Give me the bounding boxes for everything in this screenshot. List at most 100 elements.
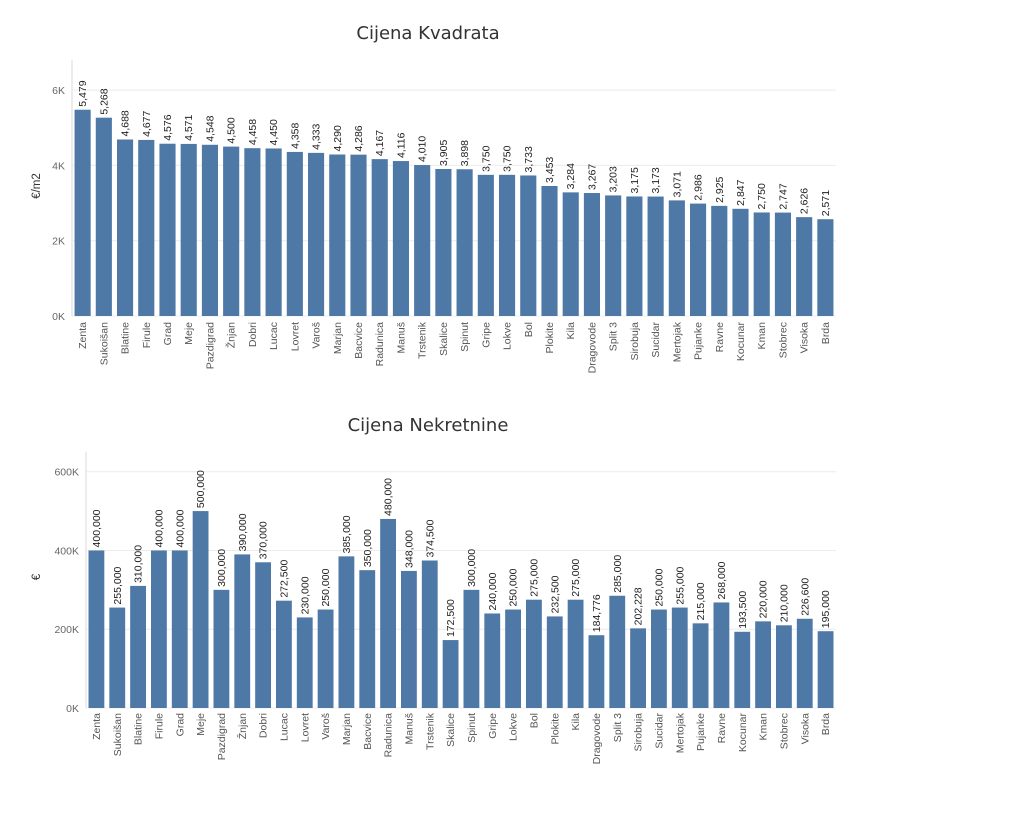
bar <box>796 618 813 708</box>
x-tick-labels: Zenta Sukoišan Blatine Firule Grad Meje Pazdig… <box>77 321 832 373</box>
x-tick-label: Spinut <box>459 322 471 352</box>
bar <box>213 589 230 708</box>
x-tick-label: Pazdigrad <box>204 322 216 369</box>
data-label: 4,333 <box>311 123 323 149</box>
data-label: 285,000 <box>612 555 624 593</box>
bar <box>692 623 709 708</box>
data-label: 3,453 <box>544 157 556 183</box>
bar <box>74 109 91 316</box>
x-tick-label: Lucac <box>268 322 280 350</box>
data-label: 4,576 <box>162 114 174 140</box>
data-label: 4,167 <box>374 130 386 156</box>
data-label: 250,000 <box>653 568 665 606</box>
data-label: 3,173 <box>650 167 662 193</box>
bar <box>151 550 167 708</box>
data-labels: 400,000 255,000 310,000 400,000 400,000 500,0… <box>91 470 832 637</box>
data-label: 374,500 <box>424 519 436 557</box>
data-label: 4,358 <box>289 122 301 148</box>
bar <box>180 143 197 316</box>
x-tick-label: Sirobuja <box>633 713 645 752</box>
x-tick-label: Kman <box>756 322 768 350</box>
x-tick-label: Split 3 <box>612 713 624 742</box>
data-label: 4,450 <box>268 119 280 145</box>
bar <box>647 196 664 316</box>
bar <box>265 148 282 316</box>
x-tick-label: Mertojak <box>674 712 686 753</box>
y-tick-label: 4K <box>52 160 65 172</box>
data-label: 215,000 <box>695 582 707 620</box>
y-tick-label: 600K <box>54 467 79 479</box>
data-label: 255,000 <box>112 566 124 604</box>
data-label: 3,267 <box>586 164 598 190</box>
y-axis-label: € <box>31 573 43 580</box>
bar <box>713 602 730 708</box>
bar <box>651 609 667 708</box>
bar <box>401 570 417 708</box>
data-label: 400,000 <box>91 509 103 547</box>
x-tick-label: Zenta <box>77 322 89 349</box>
chart-cijena-kvadrata: Cijena Kvadrata €/m2 0K 2K 4K 6K 5,479 5,268… <box>31 23 836 373</box>
data-label: 2,986 <box>693 174 705 200</box>
x-tick-label: Ravne <box>714 322 726 353</box>
x-tick-label: Pazdigrad <box>216 713 228 760</box>
bar <box>329 154 346 316</box>
bar <box>626 196 643 316</box>
x-tick-label: Bol <box>528 713 540 728</box>
data-label: 3,175 <box>629 167 641 193</box>
y-tick-label: 200K <box>54 624 79 636</box>
data-label: 172,500 <box>445 599 457 637</box>
x-tick-label: Sukoišan <box>98 322 110 365</box>
chart-title: Cijena Nekretnine <box>348 415 509 436</box>
bar <box>130 585 146 708</box>
bar <box>109 607 126 708</box>
bar <box>526 599 542 708</box>
y-tick-label: 0K <box>52 311 65 323</box>
bar <box>776 625 792 708</box>
x-tick-label: Grad <box>162 322 174 346</box>
x-tick-label: Trstenik <box>424 712 436 750</box>
x-tick-label: Plokite <box>549 713 561 745</box>
data-label: 370,000 <box>258 521 270 559</box>
data-label: 300,000 <box>466 549 478 587</box>
x-tick-label: Pujanke <box>695 713 707 751</box>
x-tick-label: Marjan <box>341 713 353 745</box>
bar <box>817 631 834 708</box>
x-tick-label: Brda <box>820 713 832 735</box>
data-label: 193,500 <box>737 591 749 629</box>
x-tick-label: Skalice <box>445 713 457 747</box>
x-tick-label: Dobri <box>258 713 270 738</box>
x-tick-label: Stobrec <box>778 713 790 749</box>
y-axis-label: €/m2 <box>31 173 43 199</box>
data-label: 350,000 <box>362 529 374 567</box>
x-tick-label: Žnjan <box>225 322 238 348</box>
x-tick-label: Marjan <box>332 322 344 354</box>
data-label: 2,847 <box>735 179 747 205</box>
x-tick-label: Bacvice <box>353 322 365 359</box>
data-label: 400,000 <box>174 509 186 547</box>
data-label: 255,000 <box>674 566 686 604</box>
bar <box>95 117 112 316</box>
bar <box>583 193 601 316</box>
data-label: 480,000 <box>383 478 395 516</box>
data-labels: 5,479 5,268 4,688 4,677 4,576 4,571 4,548 4,500… <box>77 80 832 216</box>
x-tick-label: Visoka <box>799 322 811 353</box>
data-label: 3,750 <box>480 145 492 171</box>
bar <box>116 139 134 316</box>
bar <box>630 628 646 708</box>
y-tick-labels: 0K 200K 400K 600K <box>54 467 79 715</box>
x-tick-label: Dragovode <box>591 713 603 765</box>
bar <box>171 550 188 708</box>
data-label: 4,116 <box>395 132 407 158</box>
data-label: 240,000 <box>487 572 499 610</box>
x-tick-label: Skalice <box>438 322 450 356</box>
x-tick-label: Trstenik <box>417 321 429 359</box>
data-label: 202,228 <box>633 587 645 625</box>
bar <box>484 613 501 708</box>
data-label: 226,600 <box>799 578 811 616</box>
data-label: 210,000 <box>778 584 790 622</box>
x-tick-label: Meje <box>195 713 207 736</box>
data-label: 2,925 <box>714 176 726 202</box>
data-label: 4,677 <box>141 110 153 136</box>
data-label: 4,500 <box>226 117 238 143</box>
x-tick-label: Zenta <box>91 713 103 740</box>
